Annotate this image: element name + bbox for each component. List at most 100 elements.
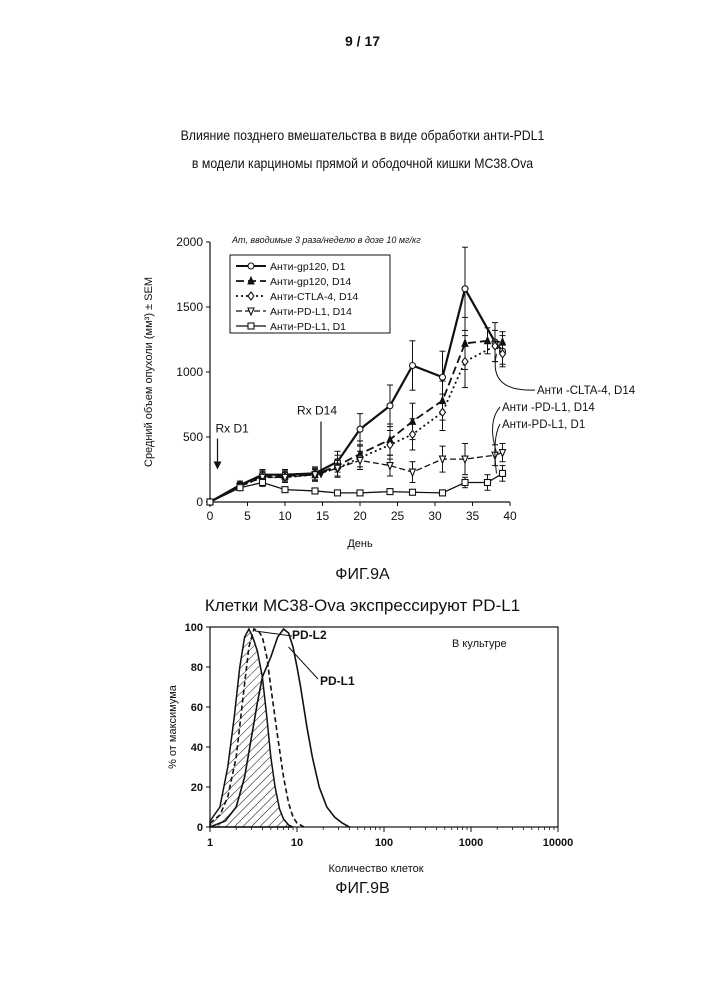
x-tick-label: 30 <box>428 509 442 523</box>
data-point <box>498 469 507 477</box>
data-point <box>483 335 492 345</box>
legend-marker <box>247 275 255 285</box>
y-tick-label: 20 <box>191 782 203 794</box>
data-point <box>311 471 319 481</box>
y-tick-label: 0 <box>197 822 203 834</box>
data-point <box>461 285 469 293</box>
data-point <box>281 486 289 494</box>
y-tick-label: 60 <box>191 702 203 714</box>
y-tick-label: 100 <box>185 622 203 634</box>
x-axis-label: День <box>347 538 373 550</box>
data-point <box>386 402 394 410</box>
data-point <box>498 449 507 458</box>
legend-label: Анти-PD-L1, D14 <box>270 306 352 318</box>
treatment-label: Rx D14 <box>297 404 337 418</box>
y-tick-label: 80 <box>191 662 203 674</box>
legend-label: Анти-PD-L1, D1 <box>270 321 346 333</box>
data-point <box>206 498 214 506</box>
legend-marker <box>247 307 255 317</box>
data-point <box>236 484 244 492</box>
x-tick-label: 1000 <box>459 837 483 849</box>
series-4 <box>206 465 507 506</box>
callout-line <box>288 646 319 680</box>
chart-b-title: Клетки MC38-Ova экспрессируют PD-L1 <box>204 596 521 615</box>
callout-line <box>494 423 501 474</box>
series-3 <box>206 443 507 508</box>
arrow-head <box>317 470 325 479</box>
callout-label: PD-L2 <box>292 628 327 642</box>
series-line <box>209 451 503 503</box>
data-point <box>491 341 499 351</box>
x-tick-label: 25 <box>391 509 405 523</box>
x-axis-label: Количество клеток <box>328 863 423 875</box>
data-point <box>408 468 417 478</box>
data-point <box>311 487 319 495</box>
data-point <box>356 489 364 497</box>
y-axis-label: % от максимума <box>167 684 179 769</box>
x-tick-label: 0 <box>207 509 214 523</box>
y-tick-label: 1000 <box>176 365 203 379</box>
treatment-label: Rx D1 <box>216 422 250 436</box>
data-point <box>408 488 417 496</box>
data-point <box>483 478 492 487</box>
chart-a-title-line1: Влияние позднего вмешательства в виде об… <box>180 127 545 143</box>
figure-a-caption: ФИГ.9A <box>335 566 390 583</box>
legend-label: Анти-gp120, D14 <box>270 276 351 288</box>
y-tick-label: 500 <box>183 430 203 444</box>
callout-label: Анти-PD-L1, D1 <box>502 419 585 431</box>
y-tick-label: 0 <box>196 495 203 509</box>
x-tick-label: 40 <box>503 509 517 523</box>
x-tick-label: 5 <box>244 509 251 523</box>
figure-b-caption: ФИГ.9B <box>335 880 390 897</box>
chart-b: 0 20 40 60 80 100 1 10 100 1000 10000 Количество кл… <box>167 622 573 875</box>
data-point <box>408 429 417 440</box>
data-point <box>333 464 342 474</box>
x-tick-label: 10 <box>278 509 292 523</box>
callout-line <box>255 630 293 637</box>
callout-line <box>494 353 536 391</box>
data-point <box>281 473 289 483</box>
page-number: 9 / 17 <box>344 33 381 49</box>
callout-line <box>492 406 501 453</box>
data-point <box>258 473 267 483</box>
data-point <box>356 425 364 433</box>
data-point <box>438 373 447 381</box>
legend-marker <box>247 291 255 301</box>
data-point <box>461 356 469 367</box>
legend-marker <box>247 322 255 330</box>
data-point <box>258 478 267 487</box>
series-1 <box>206 316 507 506</box>
legend-box <box>229 254 391 334</box>
data-point <box>438 407 447 418</box>
data-point <box>386 488 394 496</box>
chart-a-title-line2: в модели карциномы прямой и ободочной ки… <box>191 155 534 171</box>
histogram-pd-l2 <box>209 627 305 828</box>
x-tick-label: 10000 <box>543 837 574 849</box>
data-point <box>333 489 342 497</box>
histogram-pd-l1 <box>209 627 350 828</box>
data-point <box>498 348 507 359</box>
legend-label: Анти-gp120, D1 <box>270 261 346 273</box>
y-axis-label: Средний объем опухоли (мм³) ± SEM <box>143 277 155 467</box>
y-tick-label: 40 <box>191 742 203 754</box>
x-tick-label: 100 <box>375 837 393 849</box>
x-tick-label: 15 <box>316 509 330 523</box>
data-point <box>386 462 394 471</box>
arrow-head <box>213 461 222 470</box>
x-tick-label: 10 <box>291 837 303 849</box>
callout-label: Анти -PD-L1, D14 <box>502 402 595 414</box>
data-point <box>356 456 364 466</box>
callout-label: Анти -CLTA-4, D14 <box>537 385 636 397</box>
callout-label: PD-L1 <box>320 674 355 688</box>
y-tick-label: 2000 <box>176 235 203 249</box>
data-point <box>386 439 394 450</box>
x-tick-label: 1 <box>207 837 213 849</box>
chart-note: В культуре <box>452 638 507 650</box>
chart-a: 0 500 1000 1500 2000 0 5 10 15 20 25 30 35 40 День Сред… <box>143 235 636 550</box>
chart-note: Ат, вводимые 3 раза/неделю в дозе 10 мг/… <box>231 235 421 245</box>
x-tick-label: 20 <box>353 509 367 523</box>
legend-marker <box>247 262 255 270</box>
y-tick-label: 1500 <box>176 300 203 314</box>
data-point <box>461 478 469 487</box>
